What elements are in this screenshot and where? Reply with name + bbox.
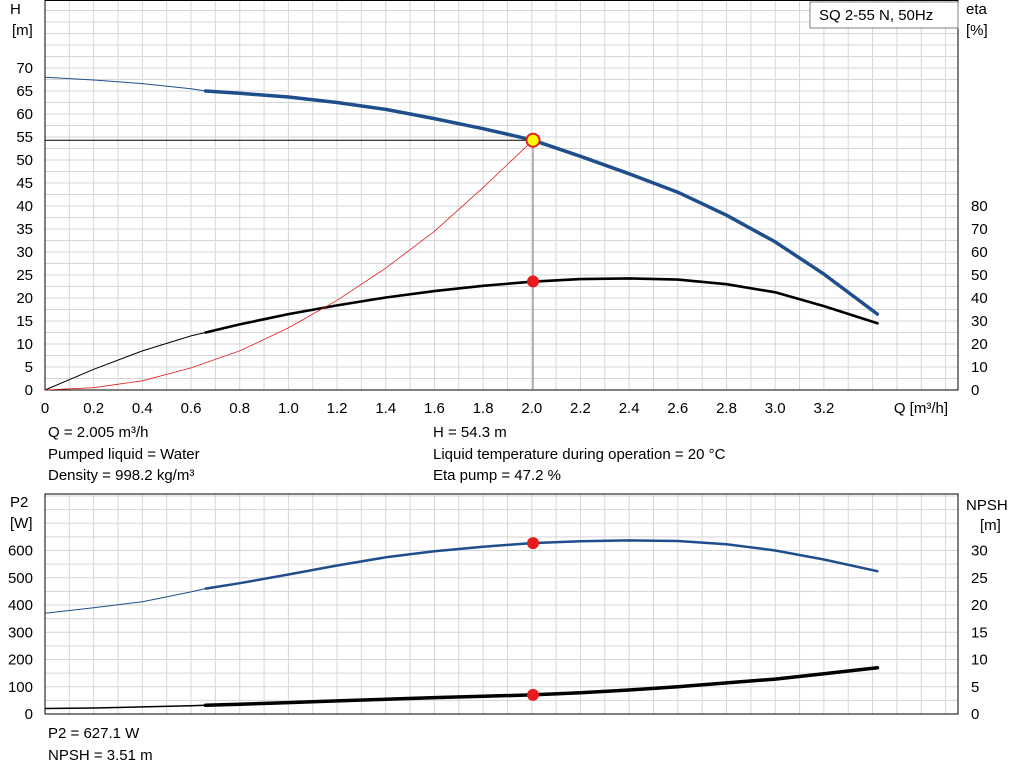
- p2-tick-label: 300: [8, 624, 33, 641]
- npsh-axis-label: NPSH: [966, 497, 1008, 514]
- x-tick-label: 0.8: [229, 400, 250, 417]
- result-h: H = 54.3 m: [433, 424, 507, 441]
- eta-axis-unit: [%]: [966, 22, 988, 39]
- eta-tick-label: 80: [971, 198, 988, 215]
- top-plot-frame: [44, 0, 959, 391]
- eta-tick-label: 60: [971, 244, 988, 261]
- result-p2: P2 = 627.1 W: [48, 725, 140, 742]
- head-curve-thin: [44, 76, 206, 92]
- x-tick-label: 2.6: [667, 400, 688, 417]
- eta-tick-label: 50: [971, 267, 988, 284]
- p2-tick-label: 100: [8, 679, 33, 696]
- p2-tick-label: 0: [25, 706, 33, 723]
- x-tick-label: 1.4: [375, 400, 396, 417]
- h-axis-unit: [m]: [12, 22, 33, 39]
- result-q: Q = 2.005 m³/h: [48, 424, 149, 441]
- p2-axis-label: P2: [10, 494, 28, 511]
- h-tick-label: 60: [16, 106, 33, 123]
- h-tick-label: 35: [16, 221, 33, 238]
- eta-tick-label: 0: [971, 382, 979, 399]
- h-tick-label: 70: [16, 60, 33, 77]
- npsh-tick-label: 30: [971, 543, 988, 560]
- h-tick-label: 65: [16, 83, 33, 100]
- eta-tick-label: 10: [971, 359, 988, 376]
- h-tick-label: 20: [16, 290, 33, 307]
- pump-title-box: SQ 2-55 N, 50Hz: [809, 1, 959, 29]
- x-tick-label: 2.4: [619, 400, 640, 417]
- npsh-tick-label: 0: [971, 706, 979, 723]
- efficiency-curve-thin: [44, 332, 206, 391]
- h-tick-label: 25: [16, 267, 33, 284]
- result-liquid-temperature: Liquid temperature during operation = 20…: [433, 446, 726, 463]
- bottom-plot-frame: [44, 493, 959, 715]
- pump-title: SQ 2-55 N, 50Hz: [819, 7, 933, 24]
- h-tick-label: 0: [25, 382, 33, 399]
- p2-curve-thin: [44, 588, 206, 614]
- h-tick-label: 10: [16, 336, 33, 353]
- h-tick-label: 30: [16, 244, 33, 261]
- x-tick-label: 2.8: [716, 400, 737, 417]
- result-eta-pump: Eta pump = 47.2 %: [433, 467, 561, 484]
- x-tick-label: 0: [41, 400, 49, 417]
- eta-tick-label: 70: [971, 221, 988, 238]
- system-curve: [44, 139, 534, 391]
- result-pumped-liquid: Pumped liquid = Water: [48, 446, 200, 463]
- x-tick-label: 0.4: [132, 400, 153, 417]
- x-tick-label: 1.0: [278, 400, 299, 417]
- p2-tick-label: 400: [8, 597, 33, 614]
- npsh-tick-label: 10: [971, 652, 988, 669]
- npsh-axis-unit: [m]: [980, 517, 1001, 534]
- x-tick-label: 3.2: [813, 400, 834, 417]
- p2-tick-label: 500: [8, 570, 33, 587]
- p2-tick-label: 600: [8, 543, 33, 560]
- efficiency-point-marker: [527, 275, 540, 288]
- h-axis-label: H: [10, 1, 21, 18]
- h-tick-label: 15: [16, 313, 33, 330]
- h-tick-label: 50: [16, 152, 33, 169]
- npsh-curve-thin: [44, 704, 206, 710]
- eta-axis-label: eta: [966, 1, 988, 18]
- npsh-tick-label: 20: [971, 597, 988, 614]
- x-tick-label: 1.6: [424, 400, 445, 417]
- eta-tick-label: 30: [971, 313, 988, 330]
- x-tick-label: 2.0: [521, 400, 542, 417]
- npsh-point-marker: [527, 688, 540, 701]
- p2-axis-unit: [W]: [10, 515, 33, 532]
- npsh-tick-label: 5: [971, 679, 979, 696]
- h-tick-label: 45: [16, 175, 33, 192]
- x-tick-label: 1.8: [473, 400, 494, 417]
- x-tick-label: 0.6: [181, 400, 202, 417]
- eta-tick-label: 40: [971, 290, 988, 307]
- p2-tick-label: 200: [8, 652, 33, 669]
- npsh-tick-label: 25: [971, 570, 988, 587]
- x-tick-label: 1.2: [327, 400, 348, 417]
- result-npsh: NPSH = 3.51 m: [48, 747, 153, 764]
- x-tick-label: 0.2: [83, 400, 104, 417]
- x-axis-label: Q [m³/h]: [894, 400, 948, 417]
- duty-point-marker: [525, 132, 541, 148]
- h-tick-label: 5: [25, 359, 33, 376]
- x-tick-label: 3.0: [765, 400, 786, 417]
- p2-point-marker: [527, 537, 540, 550]
- result-density: Density = 998.2 kg/m³: [48, 467, 195, 484]
- x-tick-label: 2.2: [570, 400, 591, 417]
- h-tick-label: 55: [16, 129, 33, 146]
- eta-tick-label: 20: [971, 336, 988, 353]
- h-tick-label: 40: [16, 198, 33, 215]
- npsh-tick-label: 15: [971, 624, 988, 641]
